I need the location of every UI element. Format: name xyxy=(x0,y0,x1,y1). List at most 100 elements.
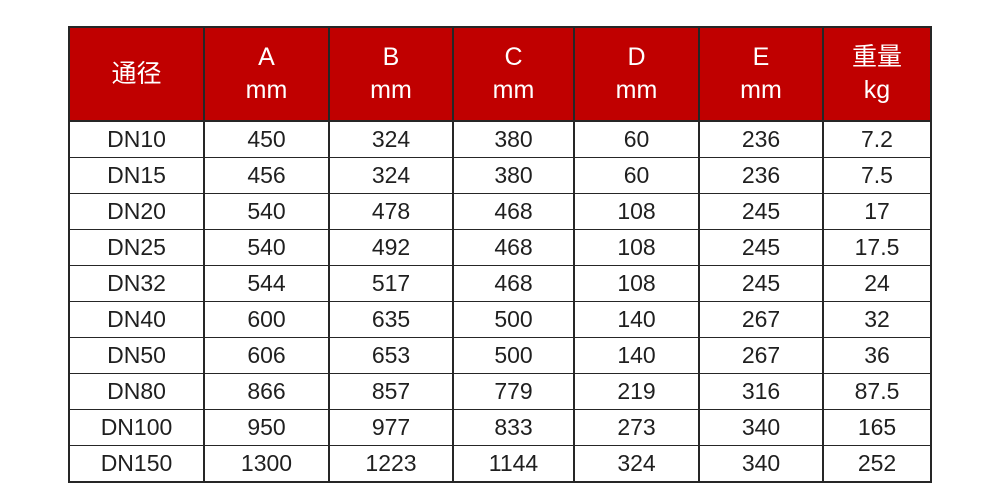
header-label-weight: 重量 xyxy=(851,43,902,71)
table-row: DN40 600 635 500 140 267 32 xyxy=(68,301,932,338)
cell-dn: DN25 xyxy=(68,229,205,266)
cell-weight: 36 xyxy=(822,337,932,374)
header-unit-a: mm xyxy=(245,76,288,104)
cell-a: 606 xyxy=(203,337,330,374)
cell-a: 600 xyxy=(203,301,330,338)
cell-d: 108 xyxy=(573,229,700,266)
cell-a: 540 xyxy=(203,229,330,266)
cell-a: 1300 xyxy=(203,445,330,483)
cell-c: 779 xyxy=(452,373,575,410)
cell-e: 236 xyxy=(698,157,824,194)
header-cell-diameter: 通径 xyxy=(68,26,205,122)
cell-weight: 24 xyxy=(822,265,932,302)
cell-e: 316 xyxy=(698,373,824,410)
cell-weight: 7.5 xyxy=(822,157,932,194)
cell-c: 380 xyxy=(452,120,575,158)
cell-weight: 17 xyxy=(822,193,932,230)
cell-b: 517 xyxy=(328,265,454,302)
cell-weight: 32 xyxy=(822,301,932,338)
cell-e: 245 xyxy=(698,193,824,230)
header-row: 通径 A mm B mm C mm D mm xyxy=(68,26,932,122)
cell-dn: DN10 xyxy=(68,120,205,158)
cell-b: 492 xyxy=(328,229,454,266)
cell-b: 653 xyxy=(328,337,454,374)
cell-e: 245 xyxy=(698,265,824,302)
header-cell-c: C mm xyxy=(452,26,575,122)
table-row: DN100 950 977 833 273 340 165 xyxy=(68,409,932,446)
dimension-spec-table: 通径 A mm B mm C mm D mm xyxy=(68,26,932,483)
cell-dn: DN150 xyxy=(68,445,205,483)
header-unit-weight: kg xyxy=(863,76,891,104)
header-cell-b: B mm xyxy=(328,26,454,122)
cell-dn: DN20 xyxy=(68,193,205,230)
cell-dn: DN15 xyxy=(68,157,205,194)
cell-d: 324 xyxy=(573,445,700,483)
cell-dn: DN80 xyxy=(68,373,205,410)
header-unit-e: mm xyxy=(740,76,782,104)
cell-c: 833 xyxy=(452,409,575,446)
cell-a: 456 xyxy=(203,157,330,194)
header-cell-weight: 重量 kg xyxy=(822,26,932,122)
cell-b: 857 xyxy=(328,373,454,410)
cell-a: 540 xyxy=(203,193,330,230)
cell-c: 500 xyxy=(452,301,575,338)
cell-d: 140 xyxy=(573,337,700,374)
cell-e: 267 xyxy=(698,337,824,374)
header-label-diameter: 通径 xyxy=(111,59,162,88)
cell-b: 324 xyxy=(328,157,454,194)
table-row: DN25 540 492 468 108 245 17.5 xyxy=(68,229,932,266)
cell-e: 340 xyxy=(698,409,824,446)
cell-c: 500 xyxy=(452,337,575,374)
cell-weight: 165 xyxy=(822,409,932,446)
header-label-b: B xyxy=(382,43,400,71)
cell-dn: DN32 xyxy=(68,265,205,302)
cell-b: 324 xyxy=(328,120,454,158)
table-row: DN15 456 324 380 60 236 7.5 xyxy=(68,157,932,194)
cell-b: 635 xyxy=(328,301,454,338)
cell-d: 60 xyxy=(573,157,700,194)
cell-b: 478 xyxy=(328,193,454,230)
table-row: DN32 544 517 468 108 245 24 xyxy=(68,265,932,302)
cell-c: 1144 xyxy=(452,445,575,483)
cell-c: 468 xyxy=(452,193,575,230)
cell-d: 108 xyxy=(573,193,700,230)
cell-c: 380 xyxy=(452,157,575,194)
table-row: DN20 540 478 468 108 245 17 xyxy=(68,193,932,230)
cell-a: 450 xyxy=(203,120,330,158)
cell-weight: 87.5 xyxy=(822,373,932,410)
cell-e: 236 xyxy=(698,120,824,158)
cell-a: 950 xyxy=(203,409,330,446)
header-label-d: D xyxy=(627,43,646,71)
header-unit-c: mm xyxy=(492,76,535,104)
header-cell-a: A mm xyxy=(203,26,330,122)
cell-e: 340 xyxy=(698,445,824,483)
cell-dn: DN40 xyxy=(68,301,205,338)
table-row: DN150 1300 1223 1144 324 340 252 xyxy=(68,445,932,483)
header-label-c: C xyxy=(504,43,523,71)
cell-b: 1223 xyxy=(328,445,454,483)
cell-e: 267 xyxy=(698,301,824,338)
cell-c: 468 xyxy=(452,265,575,302)
header-unit-d: mm xyxy=(615,76,658,104)
cell-weight: 17.5 xyxy=(822,229,932,266)
cell-d: 60 xyxy=(573,120,700,158)
cell-c: 468 xyxy=(452,229,575,266)
cell-d: 140 xyxy=(573,301,700,338)
header-cell-e: E mm xyxy=(698,26,824,122)
cell-dn: DN50 xyxy=(68,337,205,374)
cell-d: 273 xyxy=(573,409,700,446)
header-cell-d: D mm xyxy=(573,26,700,122)
cell-a: 544 xyxy=(203,265,330,302)
cell-d: 219 xyxy=(573,373,700,410)
table-row: DN50 606 653 500 140 267 36 xyxy=(68,337,932,374)
table-row: DN10 450 324 380 60 236 7.2 xyxy=(68,120,932,158)
header-unit-b: mm xyxy=(370,76,412,104)
cell-a: 866 xyxy=(203,373,330,410)
cell-d: 108 xyxy=(573,265,700,302)
cell-weight: 252 xyxy=(822,445,932,483)
cell-e: 245 xyxy=(698,229,824,266)
header-label-e: E xyxy=(752,43,770,71)
table-row: DN80 866 857 779 219 316 87.5 xyxy=(68,373,932,410)
cell-b: 977 xyxy=(328,409,454,446)
